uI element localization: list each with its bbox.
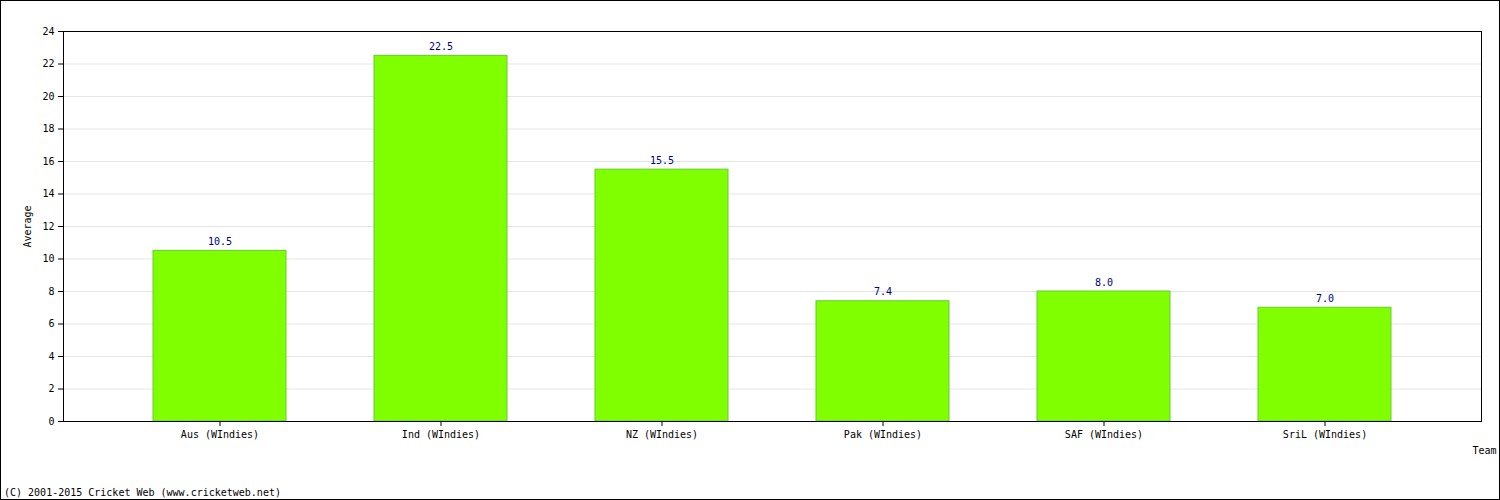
svg-text:Average: Average: [22, 205, 33, 247]
svg-text:SriL (WIndies): SriL (WIndies): [1283, 429, 1367, 440]
svg-text:8.0: 8.0: [1095, 277, 1113, 288]
svg-text:12: 12: [42, 221, 54, 232]
svg-text:20: 20: [42, 91, 54, 102]
svg-text:0: 0: [48, 416, 54, 427]
svg-text:10: 10: [42, 253, 54, 264]
svg-text:Aus (WIndies): Aus (WIndies): [181, 429, 259, 440]
svg-text:14: 14: [42, 188, 54, 199]
svg-text:SAF (WIndies): SAF (WIndies): [1065, 429, 1143, 440]
svg-text:22.5: 22.5: [429, 41, 453, 52]
svg-text:18: 18: [42, 123, 54, 134]
svg-text:22: 22: [42, 58, 54, 69]
svg-text:24: 24: [42, 26, 54, 37]
svg-text:7.4: 7.4: [874, 286, 892, 297]
svg-text:7.0: 7.0: [1316, 293, 1334, 304]
svg-text:10.5: 10.5: [208, 236, 232, 247]
svg-text:4: 4: [48, 351, 54, 362]
svg-text:16: 16: [42, 156, 54, 167]
svg-text:NZ (WIndies): NZ (WIndies): [626, 429, 698, 440]
svg-text:6: 6: [48, 318, 54, 329]
svg-text:Ind (WIndies): Ind (WIndies): [402, 429, 480, 440]
html-text:(C) 2001-2015 Cricket Web (www: (C) 2001-2015 Cricket Web (www.cricketwe…: [4, 487, 281, 498]
svg-text:15.5: 15.5: [650, 155, 674, 166]
svg-text:2: 2: [48, 383, 54, 394]
svg-text:Team: Team: [1472, 445, 1496, 456]
svg-text:8: 8: [48, 286, 54, 297]
svg-text:Pak (WIndies): Pak (WIndies): [844, 429, 922, 440]
